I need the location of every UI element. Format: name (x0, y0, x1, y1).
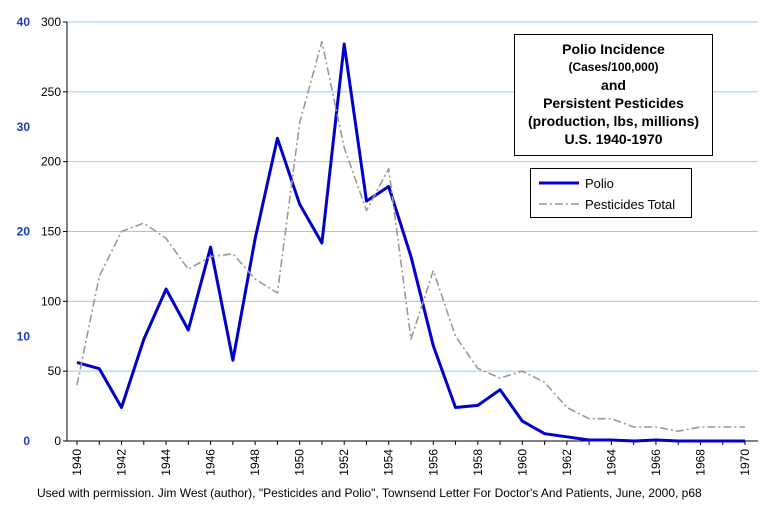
x-axis-ticks: 1940 1942 1944 1946 1948 1950 1952 1954 1956 1958… (70, 441, 752, 476)
chart-title-box: Polio Incidence (Cases/100,000) and Pers… (514, 34, 713, 156)
left-tick-label: 0 (54, 434, 61, 448)
x-tick-label: 1948 (248, 449, 262, 476)
x-tick-label: 1964 (604, 449, 618, 476)
x-tick-label: 1946 (204, 449, 218, 476)
left-tick-label: 200 (41, 155, 61, 169)
title-line-6: U.S. 1940-1970 (564, 131, 663, 147)
x-tick-label: 1966 (649, 449, 663, 476)
x-tick-label: 1958 (471, 449, 485, 476)
x-tick-label: 1954 (382, 449, 396, 476)
x-tick-label: 1956 (426, 449, 440, 476)
x-tick-label: 1950 (293, 449, 307, 476)
gridlines (67, 21, 758, 372)
title-line-5: (production, lbs, millions) (527, 113, 700, 129)
title-line-4: Persistent Pesticides (543, 95, 684, 111)
polio-series-line (76, 42, 745, 443)
title-line-1: Polio Incidence (562, 41, 665, 57)
credit-text: Used with permission. Jim West (author),… (37, 486, 702, 500)
pesticides-total-series-line (76, 40, 745, 433)
right-tick-label: 40 (17, 15, 31, 29)
x-tick-label: 1942 (115, 449, 129, 476)
right-axis-ticks: 0 10 20 30 40 (17, 15, 31, 448)
x-tick-label: 1944 (159, 449, 173, 476)
left-tick-label: 300 (41, 15, 61, 29)
series-layer (76, 40, 745, 443)
left-axis-ticks: 0 50 100 150 200 250 300 (41, 15, 67, 448)
legend-polio-swatch (539, 181, 579, 185)
legend-item-pesticides: Pesticides Total (539, 196, 675, 212)
legend-pesticides-label: Pesticides Total (585, 196, 676, 212)
left-tick-label: 50 (48, 364, 62, 378)
x-tick-label: 1952 (337, 449, 351, 476)
left-tick-label: 150 (41, 225, 61, 239)
x-tick-label: 1960 (515, 449, 529, 476)
legend-pesticides-swatch (539, 203, 579, 205)
title-line-3: and (601, 77, 626, 93)
x-tick-label: 1940 (70, 449, 84, 476)
right-tick-label: 20 (17, 225, 31, 239)
x-tick-label: 1970 (738, 449, 752, 476)
legend-polio-label: Polio (585, 175, 614, 191)
legend: Polio Pesticides Total (530, 168, 692, 218)
right-tick-label: 30 (17, 120, 31, 134)
title-line-2: (Cases/100,000) (568, 60, 659, 74)
left-tick-label: 100 (41, 294, 61, 308)
x-tick-label: 1962 (560, 449, 574, 476)
x-tick-label: 1968 (693, 449, 707, 476)
right-tick-label: 0 (23, 434, 30, 448)
legend-item-polio: Polio (539, 175, 614, 191)
right-tick-label: 10 (17, 329, 31, 343)
left-tick-label: 250 (41, 85, 61, 99)
